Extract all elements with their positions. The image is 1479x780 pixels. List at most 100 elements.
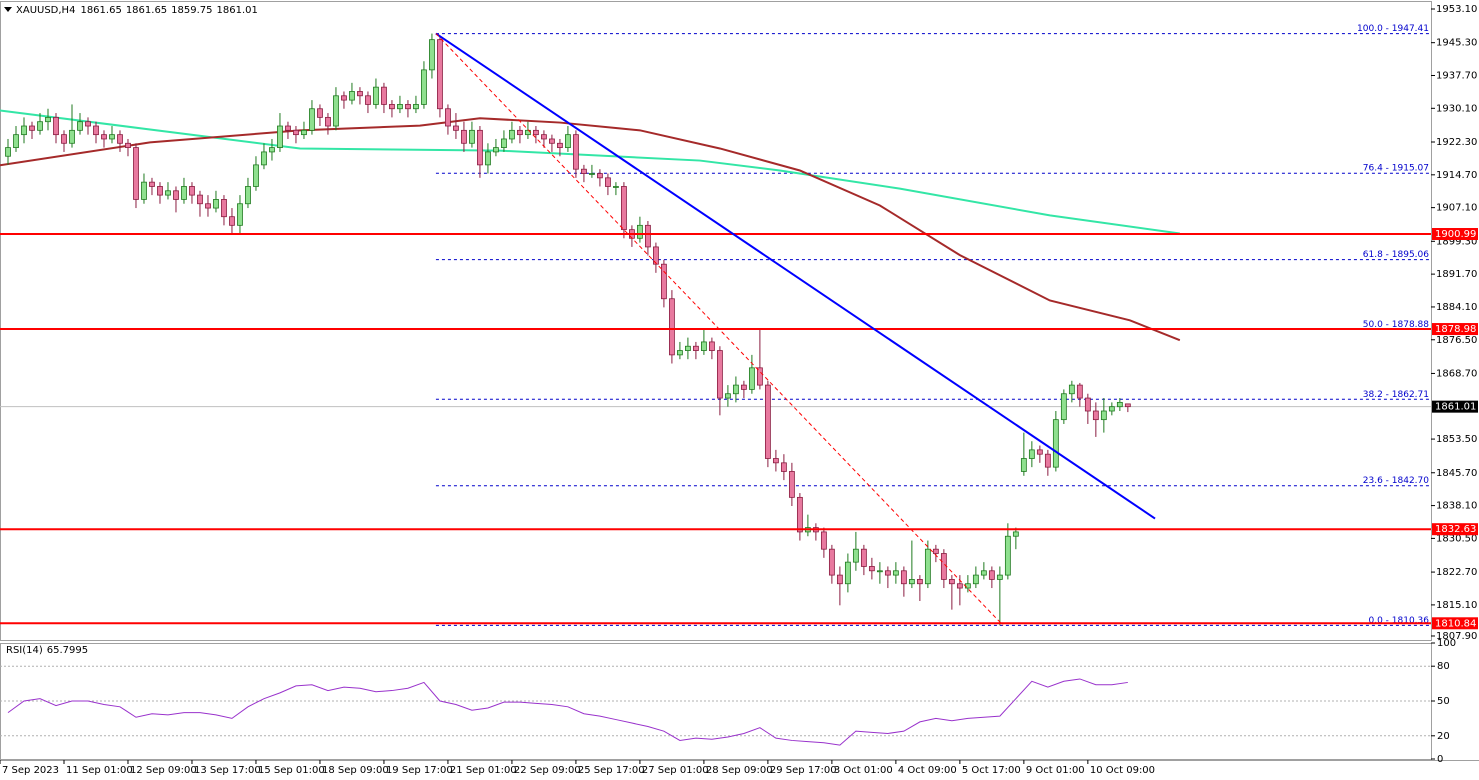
candle-body — [205, 203, 211, 209]
candle-body — [325, 116, 331, 127]
candle-body — [309, 108, 315, 131]
candle-body — [1108, 406, 1115, 412]
y-tick-label: 1914.70 — [1436, 170, 1477, 181]
candle-body — [549, 138, 555, 144]
price-box-label: 1810.84 — [1435, 618, 1476, 629]
candle-body — [876, 570, 883, 573]
x-tick-label: 27 Sep 01:00 — [642, 765, 709, 776]
candle-body — [413, 104, 419, 110]
y-tick-label: 1899.30 — [1436, 236, 1477, 247]
candle-body — [932, 548, 939, 554]
candle-body — [557, 142, 563, 149]
candle-body — [189, 186, 195, 196]
candle-body — [677, 350, 683, 356]
candle-body — [724, 393, 731, 399]
candle-body — [892, 570, 899, 576]
y-tick-label: 1876.50 — [1436, 335, 1477, 346]
candle-body — [477, 129, 483, 166]
y-tick-label: 1953.10 — [1436, 4, 1477, 15]
price-box-label: 1832.63 — [1435, 524, 1476, 535]
candle-body — [397, 104, 403, 110]
price-box — [1432, 523, 1478, 536]
candle-body — [1028, 449, 1035, 459]
rsi-tick-label: 100 — [1437, 638, 1456, 649]
x-tick-label: 25 Sep 17:00 — [578, 765, 645, 776]
candle-body — [157, 186, 163, 196]
fib-level-label: 61.8 - 1895.06 — [1363, 250, 1429, 260]
candle-body — [493, 147, 499, 153]
x-tick-label: 4 Oct 09:00 — [898, 765, 957, 776]
candle-body — [924, 548, 931, 585]
candle-body — [245, 186, 251, 205]
y-tick-label: 1884.10 — [1436, 302, 1477, 313]
candle-body — [1124, 403, 1131, 408]
candle-body — [780, 462, 787, 472]
candle-body — [844, 561, 851, 585]
candle-body — [69, 129, 75, 144]
candle-body — [716, 350, 723, 399]
candle-body — [732, 384, 739, 395]
symbol-arrow-icon — [4, 7, 12, 12]
candle-body — [165, 190, 171, 196]
candle-body — [221, 199, 227, 218]
symbol: XAUUSD,H4 — [16, 5, 75, 16]
y-tick-label: 1838.10 — [1436, 501, 1477, 512]
candle-body — [972, 574, 979, 585]
candle-body — [85, 121, 91, 127]
current-price-label: 1861.01 — [1435, 402, 1476, 413]
candle-body — [661, 263, 667, 300]
candle-body — [469, 129, 475, 144]
rsi-label: RSI(14) — [6, 645, 43, 656]
candle-body — [685, 345, 691, 351]
candle-body — [149, 181, 155, 187]
candle-body — [908, 579, 915, 585]
trendline — [435, 33, 1004, 626]
candle-body — [421, 69, 427, 105]
candle-body — [597, 173, 603, 179]
candle-body — [61, 134, 67, 144]
price-box — [1432, 617, 1478, 630]
candle-body — [269, 147, 275, 153]
candle-body — [621, 186, 627, 231]
candle-body — [133, 147, 139, 200]
y-tick-label: 1822.70 — [1436, 567, 1477, 578]
candle-body — [1004, 535, 1011, 576]
x-tick-label: 18 Sep 09:00 — [322, 765, 389, 776]
candle-body — [1052, 419, 1059, 468]
y-tick-label: 1815.10 — [1436, 600, 1477, 611]
candle-body — [13, 134, 19, 149]
candle-body — [213, 199, 219, 209]
price-box — [1432, 323, 1478, 336]
candle-body — [1060, 393, 1067, 421]
rsi-tick-label: 0 — [1437, 754, 1443, 765]
candle-body — [693, 345, 699, 351]
candle-body — [5, 147, 11, 157]
candle-body — [1100, 410, 1107, 421]
candle-body — [445, 108, 451, 127]
candle-body — [701, 341, 707, 351]
candle-body — [197, 194, 203, 205]
candle-body — [565, 134, 571, 149]
candle-body — [117, 134, 123, 144]
candle-body — [836, 574, 843, 585]
candle-body — [229, 216, 235, 226]
y-tick-label: 1930.10 — [1436, 103, 1477, 114]
candle-body — [285, 125, 291, 131]
candle-body — [940, 553, 947, 580]
candle-body — [365, 95, 371, 105]
candle-body — [101, 134, 107, 140]
candle-body — [1020, 458, 1027, 472]
close: 1861.01 — [217, 5, 258, 16]
candle-body — [613, 186, 619, 188]
x-tick-label: 15 Sep 01:00 — [258, 765, 325, 776]
main-panel-frame — [0, 1, 1432, 641]
x-tick-label: 7 Sep 2023 — [2, 765, 59, 776]
candle-body — [988, 570, 995, 580]
fib-level-label: 38.2 - 1862.71 — [1363, 390, 1429, 400]
candle-body — [900, 570, 907, 585]
plot-layer: 1953.10 1945.30 1937.70 1930.10 1922.30 1914.… — [0, 4, 1478, 776]
candle-body — [261, 151, 267, 166]
low: 1859.75 — [171, 5, 212, 16]
x-tick-label: 12 Sep 09:00 — [130, 765, 197, 776]
